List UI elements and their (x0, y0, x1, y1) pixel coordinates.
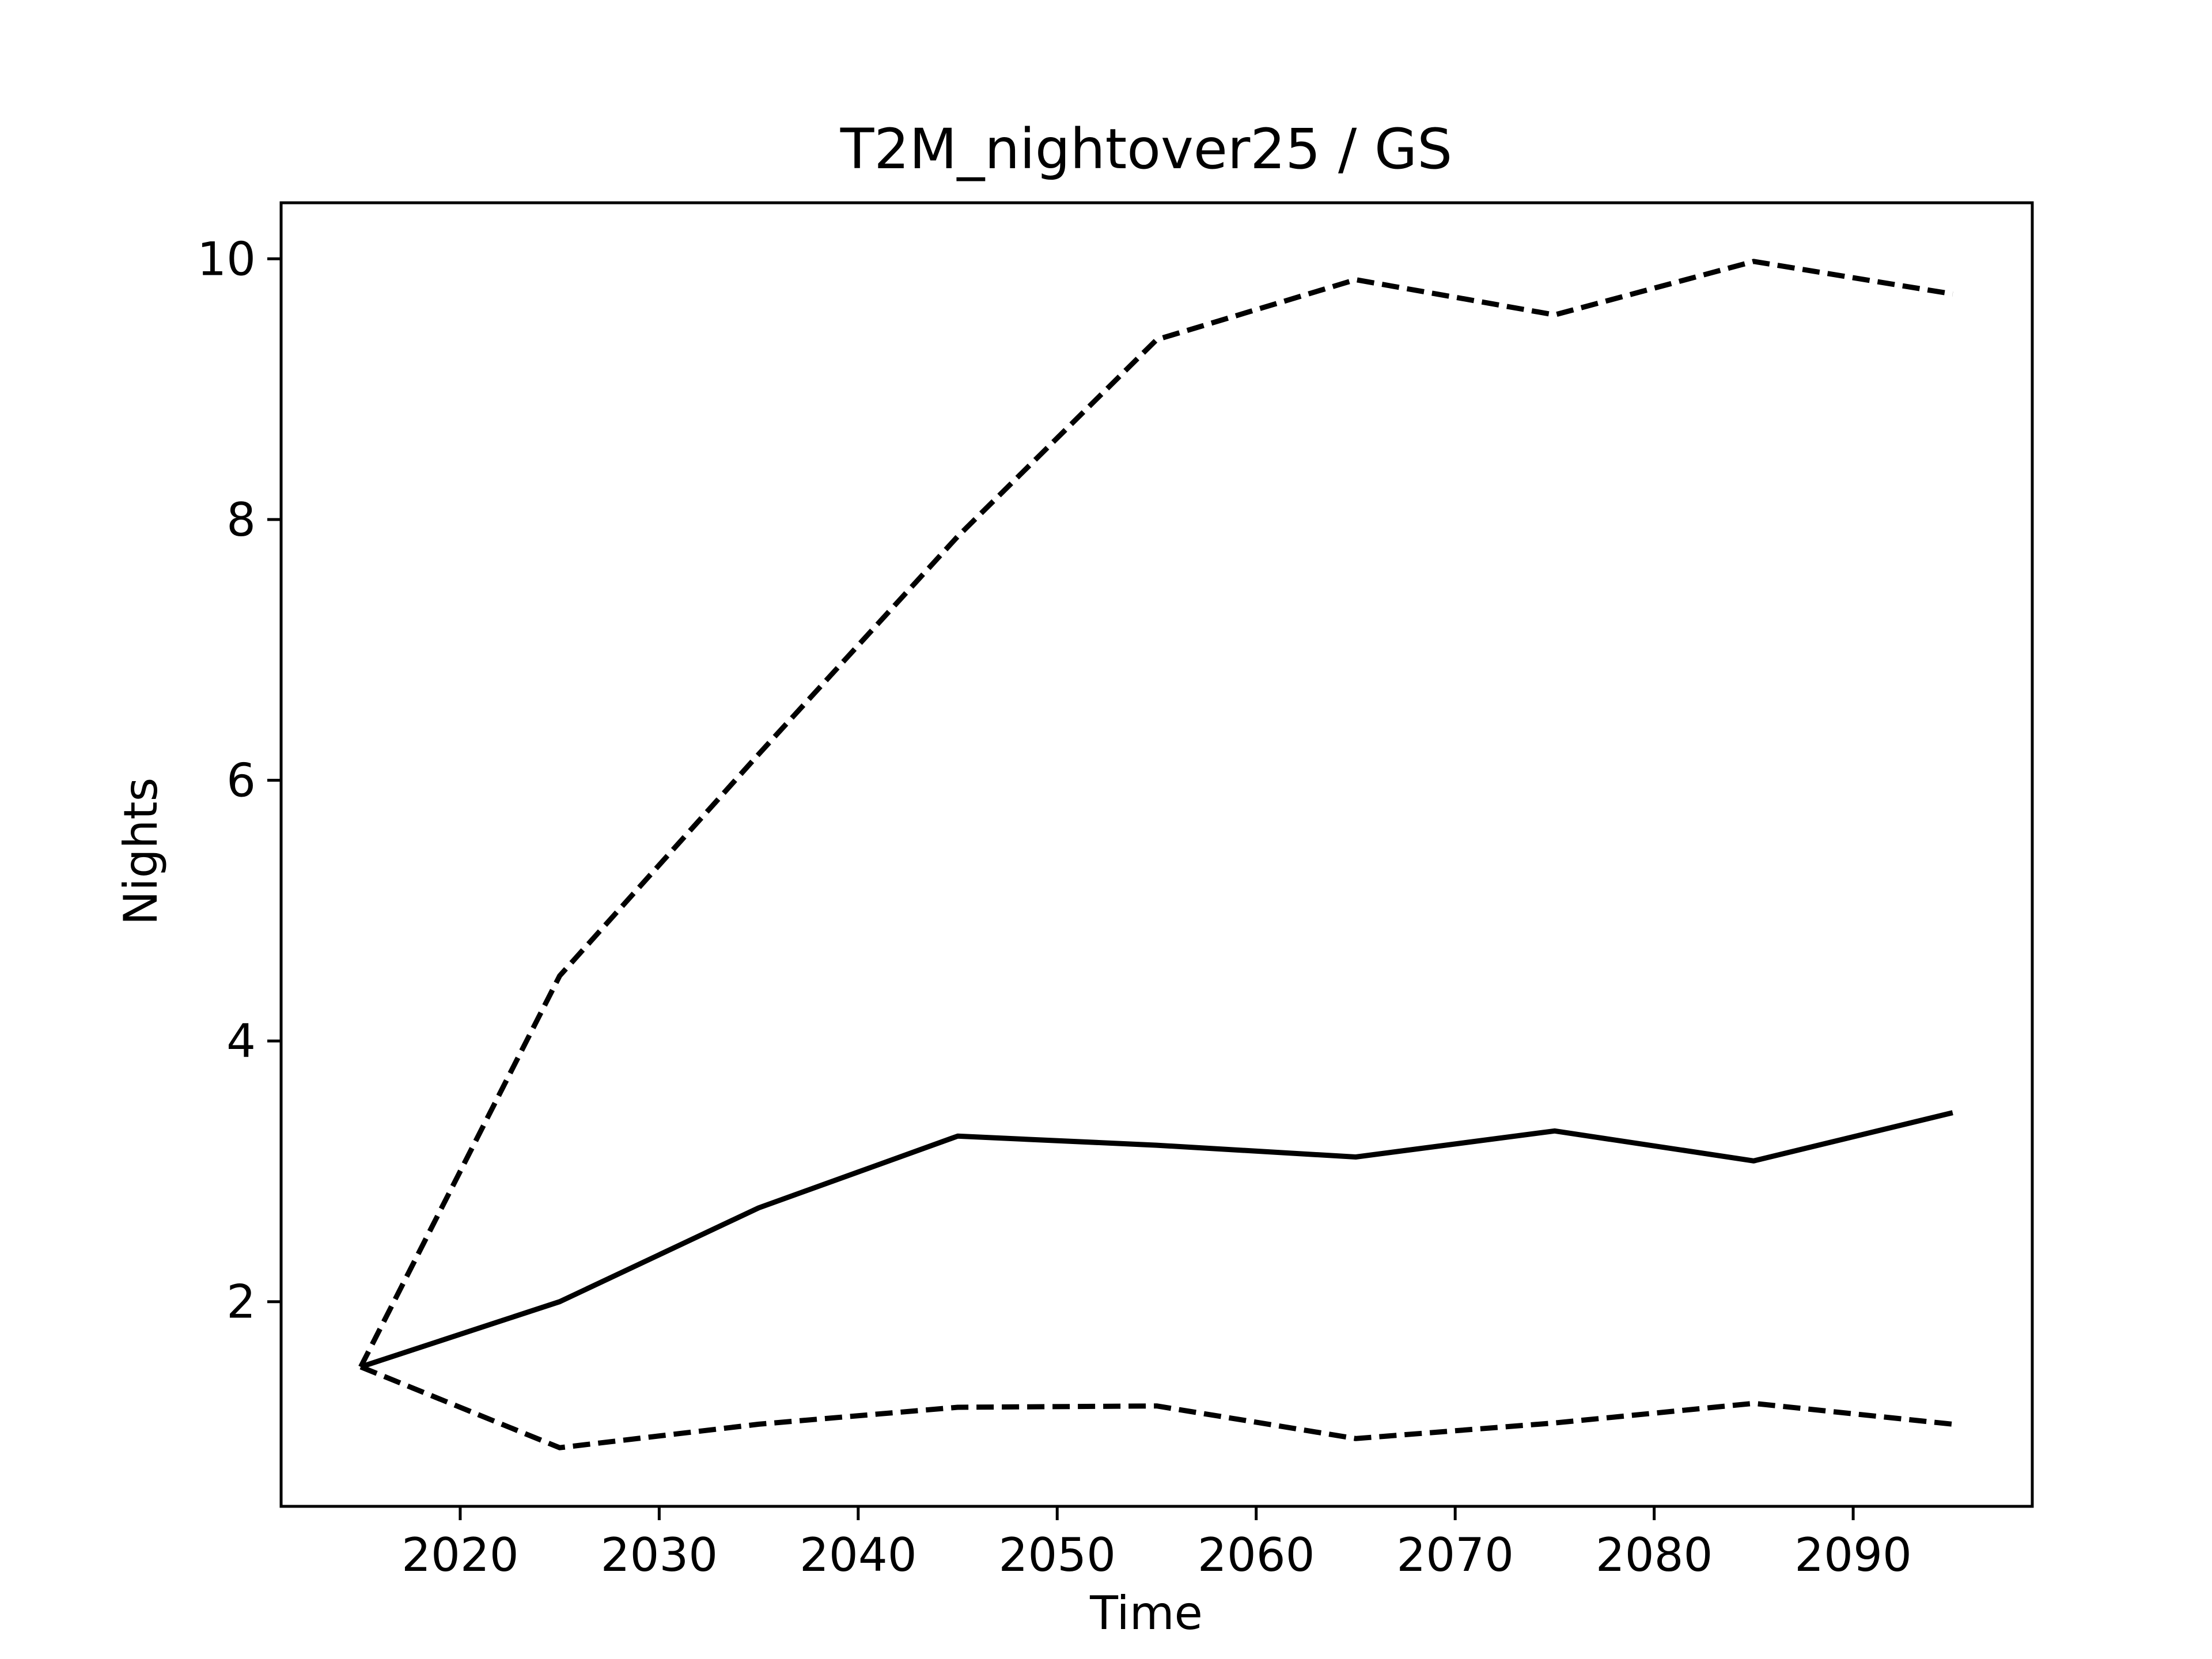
y-tick-label: 10 (197, 232, 256, 286)
x-tick-label: 2040 (800, 1528, 917, 1582)
series-layer (358, 259, 1953, 1450)
plot-area-frame (279, 201, 2034, 1508)
y-tick-label: 2 (226, 1275, 256, 1329)
x-tick-label: 2070 (1396, 1528, 1514, 1582)
series-line-1 (359, 1110, 1953, 1370)
y-tick-label: 8 (226, 493, 256, 547)
x-tick-label: 2060 (1198, 1528, 1315, 1582)
series-line-3 (359, 1364, 1953, 1450)
x-tick-label: 2030 (601, 1528, 718, 1582)
x-axis-label: Time (1089, 1586, 1203, 1640)
x-tick-label: 2020 (402, 1528, 519, 1582)
x-tick-label: 2080 (1596, 1528, 1713, 1582)
x-tick-label: 2050 (998, 1528, 1116, 1582)
series-line-2 (358, 259, 1953, 1368)
chart-title: T2M_nightover25 / GS (840, 117, 1452, 181)
y-tick-label: 4 (226, 1014, 256, 1068)
y-axis-ticks: 2 4 6 8 10 (197, 232, 281, 1329)
x-tick-label: 2090 (1794, 1528, 1912, 1582)
x-axis-ticks: 2020 2030 2040 2050 2060 2070 2080 2090 (402, 1506, 1912, 1582)
y-axis-label: Nights (114, 778, 168, 926)
y-tick-label: 6 (226, 754, 256, 808)
